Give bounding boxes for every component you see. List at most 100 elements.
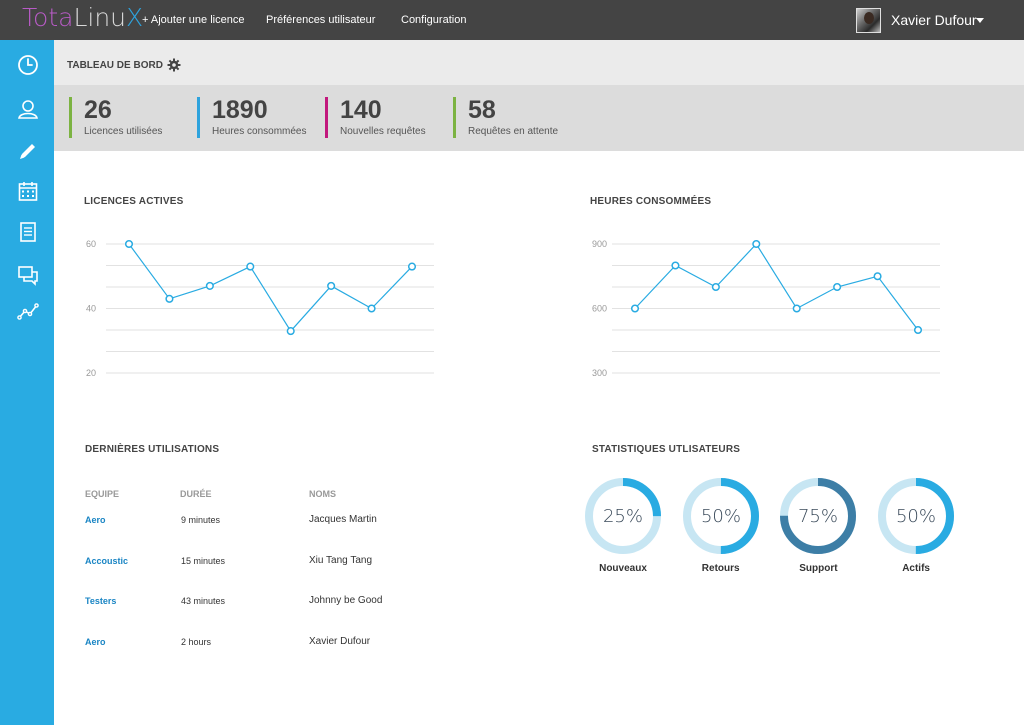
donut-chart: 75% [778,476,858,556]
logo-part-3: X [126,3,144,32]
duration-cell: 15 minutes [181,555,226,566]
add-license-link[interactable]: + Ajouter une licence [142,14,245,26]
donut-arc [878,478,955,554]
data-point[interactable] [833,282,842,292]
donut-svg: 50% [878,478,955,554]
avatar[interactable] [856,8,881,33]
analytics-icon[interactable] [17,300,39,322]
data-point[interactable] [630,304,640,313]
stat-value: 26 [84,96,112,124]
donut-label: Actifs [902,563,930,574]
calendar-icon[interactable] [17,180,39,202]
series-line [634,243,919,331]
stats-strip: 26 Licences utilisées 1890 Heures consom… [54,85,1024,151]
line-chart-svg: 900 600 300 [592,239,940,378]
stat-requetes: 140 Nouvelles requêtes [325,97,426,138]
y-tick-label: 60 [86,239,96,249]
clock-icon[interactable] [17,54,39,76]
donut-svg: 25% [585,478,661,554]
donut-arc [585,478,661,554]
user-stats-title: STATISTIQUES UTLISATEURS [592,444,741,455]
team-link[interactable]: Aero [85,515,106,525]
series-line [128,243,413,333]
donut-svg: 75% [780,478,857,554]
page-title: TABLEAU DE BORD [67,60,163,71]
y-tick-label: 300 [592,368,607,378]
stat-value: 140 [340,96,382,124]
stat-value: 58 [468,96,496,124]
team-link[interactable]: Aero [85,637,106,648]
chat-icon[interactable] [17,264,39,286]
donut-percent: 50% [896,506,936,527]
usage-title: DERNIÈRES UTILISATIONS [85,444,220,455]
name-cell: Xiu Tang Tang [309,554,373,566]
stat-label: Nouvelles requêtes [340,126,426,137]
pencil-icon[interactable] [17,140,39,162]
app-logo[interactable]: TotaLinuX [22,3,143,32]
licences-chart-title: LICENCES ACTIVES [84,196,184,207]
data-point[interactable] [165,294,174,303]
donut-chart: 25% [583,476,663,556]
y-tick-label: 900 [592,239,607,249]
donut-label: Support [799,563,838,574]
data-point[interactable] [671,261,680,270]
donut-chart: 50% [876,476,956,556]
donut-percent: 50% [701,506,741,527]
gear-icon[interactable] [167,58,181,72]
donut-percent: 25% [603,506,643,527]
data-point[interactable] [286,327,295,336]
sidebar [0,40,54,725]
line-chart-svg: 60 40 20 [86,239,434,378]
y-tick-label: 40 [86,304,96,314]
name-cell: Jacques Martin [309,514,377,525]
data-point[interactable] [367,304,376,313]
data-point[interactable] [407,262,417,271]
top-navigation-bar: TotaLinuX + Ajouter une licence Préféren… [0,0,1024,40]
data-point[interactable] [792,304,801,313]
data-point[interactable] [711,282,720,292]
donut-svg: 50% [682,478,759,554]
data-point[interactable] [913,325,923,335]
column-header-duration: DURÉE [180,489,212,499]
configuration-link[interactable]: Configuration [401,14,467,26]
stat-label: Licences utilisées [84,126,163,137]
donut-arc [780,478,857,554]
name-cell: Xavier Dufour [309,636,371,648]
logo-part-2: Linu [73,3,127,32]
donut-chart: 50% [681,476,761,556]
y-tick-label: 600 [592,304,607,314]
y-tick-label: 20 [86,368,96,378]
column-header-team: EQUIPE [85,489,120,499]
column-header-names: NOMS [309,489,336,499]
name-cell: Johnny be Good [309,595,383,607]
heures-line-chart: 900 600 300 [590,230,945,380]
team-link[interactable]: Accoustic [85,555,129,566]
dashboard-header: TABLEAU DE BORD [54,40,1024,85]
stat-label: Requêtes en attente [468,126,559,137]
data-point[interactable] [124,239,134,249]
donut-arc [682,478,759,554]
data-point[interactable] [327,281,336,290]
logo-part-1: Tota [22,3,74,32]
data-point[interactable] [205,281,214,290]
user-name[interactable]: Xavier Dufour [891,12,977,28]
donut-percent: 75% [798,506,838,527]
duration-cell: 2 hours [181,637,212,648]
stat-licences: 26 Licences utilisées [69,97,162,138]
stat-label: Heures consommées [212,126,307,137]
data-point[interactable] [246,262,255,271]
donut-label: Retours [701,563,740,574]
stat-value: 1890 [212,96,268,124]
data-point[interactable] [752,239,761,249]
stat-attente: 58 Requêtes en attente [453,97,558,138]
stat-heures: 1890 Heures consommées [197,97,306,138]
data-point[interactable] [873,272,882,281]
heures-chart-title: HEURES CONSOMMÉES [590,196,712,207]
user-icon[interactable] [17,98,39,120]
document-icon[interactable] [17,221,39,243]
donut-label: Nouveaux [599,563,647,574]
preferences-link[interactable]: Préférences utilisateur [266,14,376,26]
team-link[interactable]: Testers [85,596,117,607]
duration-cell: 43 minutes [181,596,226,607]
chevron-down-icon[interactable] [976,18,984,23]
